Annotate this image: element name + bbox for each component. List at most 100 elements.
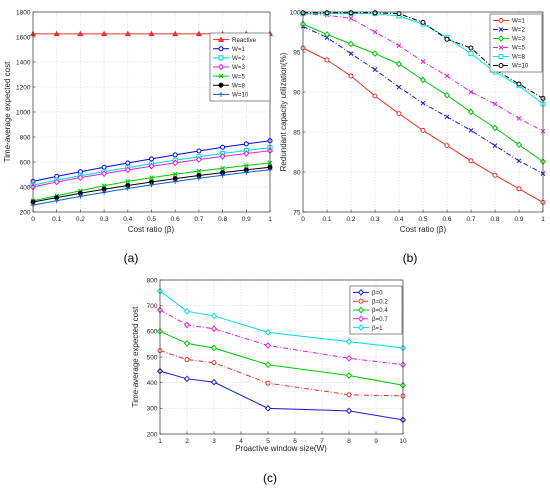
legend-label: Reactive bbox=[232, 37, 257, 44]
data-marker bbox=[419, 76, 427, 84]
data-marker bbox=[444, 73, 450, 79]
data-marker bbox=[468, 89, 474, 95]
x-tick-label: 0.8 bbox=[218, 216, 227, 223]
data-marker bbox=[515, 141, 523, 149]
data-marker bbox=[100, 30, 108, 37]
legend-label: W=1 bbox=[232, 46, 245, 53]
y-tick-label: 1000 bbox=[16, 109, 31, 116]
data-marker bbox=[497, 35, 505, 42]
data-marker bbox=[467, 108, 475, 116]
x-tick-label: 6 bbox=[293, 438, 297, 445]
legend-label: β=0.2 bbox=[372, 298, 388, 305]
legend-label: β=0.7 bbox=[372, 316, 388, 323]
data-marker bbox=[184, 357, 190, 363]
legend-label: W=8 bbox=[512, 54, 525, 61]
data-marker bbox=[498, 27, 504, 32]
x-tick-label: 0.5 bbox=[418, 216, 427, 223]
x-tick-label: 0.9 bbox=[514, 216, 523, 223]
data-marker bbox=[396, 11, 402, 17]
legend: W=1 W=2 W=3 W=5 W=8 W=10 bbox=[489, 13, 543, 73]
data-marker bbox=[516, 186, 522, 192]
data-marker bbox=[149, 182, 154, 188]
x-tick-label: 0.3 bbox=[370, 216, 379, 223]
data-marker bbox=[468, 45, 474, 51]
data-marker bbox=[53, 178, 60, 186]
data-marker bbox=[172, 152, 178, 158]
chart-panel-2: 1 2 3 4 5 6 7 8 9 10 200 300 400 500 600 700 800 Proactiv… bbox=[131, 277, 407, 485]
y-tick-label: 100 bbox=[290, 9, 301, 16]
data-marker bbox=[346, 392, 352, 398]
data-marker bbox=[243, 150, 250, 157]
y-tick-label: 800 bbox=[147, 277, 158, 284]
data-marker bbox=[265, 380, 271, 386]
y-axis-label: Redundant capacity utilization(%) bbox=[279, 52, 288, 171]
data-marker bbox=[77, 169, 83, 175]
data-marker bbox=[217, 63, 225, 71]
data-marker bbox=[345, 338, 353, 345]
y-tick-label: 400 bbox=[147, 380, 158, 387]
data-marker bbox=[210, 344, 218, 352]
legend-label: β=0.4 bbox=[372, 307, 388, 314]
data-marker bbox=[183, 307, 191, 315]
data-marker bbox=[420, 100, 426, 106]
data-marker bbox=[357, 289, 365, 296]
y-tick-label: 85 bbox=[293, 129, 301, 136]
x-tick-label: 0 bbox=[31, 216, 35, 223]
data-marker bbox=[243, 163, 249, 168]
x-tick-label: 0.3 bbox=[100, 216, 109, 223]
x-tick-label: 0.4 bbox=[123, 216, 132, 223]
y-axis-label: Time-average expected cost bbox=[131, 306, 140, 407]
data-marker bbox=[491, 124, 499, 132]
data-marker bbox=[210, 325, 218, 333]
data-marker bbox=[396, 111, 402, 117]
data-marker bbox=[125, 179, 131, 184]
data-marker bbox=[357, 306, 365, 314]
x-tick-label: 0.8 bbox=[490, 216, 499, 223]
legend-label: W=5 bbox=[232, 73, 245, 80]
data-marker bbox=[372, 67, 378, 72]
data-marker bbox=[148, 162, 155, 170]
legend-box bbox=[489, 13, 543, 73]
data-marker bbox=[243, 141, 249, 147]
data-marker bbox=[498, 18, 504, 23]
data-marker bbox=[492, 101, 498, 107]
data-marker bbox=[210, 312, 218, 320]
data-marker bbox=[264, 329, 272, 336]
y-tick-label: 400 bbox=[20, 184, 31, 191]
data-marker bbox=[218, 46, 224, 52]
data-marker bbox=[516, 158, 522, 164]
y-tick-label: 80 bbox=[293, 169, 301, 176]
y-tick-label: 300 bbox=[147, 406, 158, 413]
data-marker bbox=[172, 171, 178, 177]
data-marker bbox=[264, 361, 272, 369]
data-marker bbox=[371, 50, 379, 57]
x-tick-label: 0.7 bbox=[194, 216, 203, 223]
data-marker bbox=[218, 73, 224, 79]
y-tick-label: 500 bbox=[147, 354, 158, 361]
x-tick-label: 0 bbox=[301, 216, 305, 223]
data-marker bbox=[348, 51, 354, 56]
legend-label: W=1 bbox=[512, 18, 525, 25]
axes-frame bbox=[32, 11, 271, 213]
data-marker bbox=[264, 404, 272, 412]
series-line bbox=[159, 330, 404, 386]
legend-label: W=2 bbox=[512, 27, 525, 34]
data-marker bbox=[348, 16, 354, 21]
x-axis-label: Cost ratio (β) bbox=[400, 225, 447, 234]
legend: β=0β=0.2 β=0.4 β=0.7 β=1 bbox=[349, 285, 403, 335]
y-tick-label: 600 bbox=[20, 159, 31, 166]
x-tick-label: 1 bbox=[158, 438, 162, 445]
x-tick-label: 0.5 bbox=[147, 216, 156, 223]
data-marker bbox=[345, 354, 353, 362]
data-marker bbox=[172, 30, 179, 37]
series-W=3 bbox=[29, 147, 274, 191]
data-marker bbox=[149, 175, 154, 180]
data-marker bbox=[492, 143, 498, 148]
x-tick-label: 7 bbox=[320, 438, 324, 445]
x-tick-label: 0.6 bbox=[442, 216, 451, 223]
data-marker bbox=[396, 43, 402, 48]
legend-label: W=2 bbox=[232, 55, 245, 62]
y-tick-label: 90 bbox=[293, 89, 301, 96]
